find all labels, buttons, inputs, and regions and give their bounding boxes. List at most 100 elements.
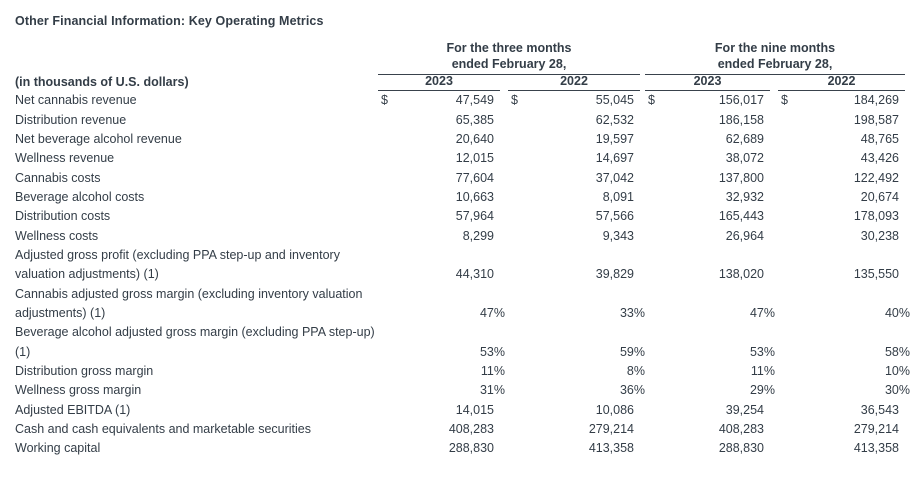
value-cell: 279,214: [508, 420, 640, 439]
value-cell: $47,549: [378, 91, 500, 110]
value-text: 178,093: [853, 209, 899, 224]
value-cell: 135,550: [778, 265, 905, 284]
value-text: 36%: [619, 383, 645, 398]
value-cell: 10,086: [508, 401, 640, 420]
value-cell: 26,964: [645, 227, 770, 246]
value-cell: 408,283: [378, 420, 500, 439]
table-row: Working capital 288,830 413,358 288,830 413,…: [15, 439, 905, 458]
value-cell: 30%: [778, 381, 910, 400]
value-cell: 57,566: [508, 207, 640, 226]
value-text: 408,283: [718, 422, 764, 437]
value-text: 77,604: [455, 170, 494, 185]
row-label: Net cannabis revenue: [15, 93, 137, 108]
value-text: 65,385: [455, 112, 494, 127]
value-cell: 14,015: [378, 401, 500, 420]
table-row: Cash and cash equivalents and marketable…: [15, 420, 905, 439]
value-cell: 31%: [378, 381, 505, 400]
value-text: 137,800: [718, 170, 764, 185]
value-text: 20,640: [455, 131, 494, 146]
report-page: Other Financial Information: Key Operati…: [15, 14, 910, 458]
row-label: Wellness costs: [15, 228, 99, 243]
value-cell: 279,214: [778, 420, 905, 439]
value-cell: 53%: [645, 343, 775, 362]
column-group-three-months-line2: ended February 28,: [378, 57, 640, 75]
table-row: Net beverage alcohol revenue 20,640 19,597…: [15, 130, 905, 149]
value-text: 26,964: [725, 228, 764, 243]
value-cell: 413,358: [778, 439, 905, 458]
value-text: 8,299: [462, 228, 494, 243]
row-label: Wellness revenue: [15, 151, 115, 166]
value-cell: 288,830: [378, 439, 500, 458]
value-cell: 122,492: [778, 169, 905, 188]
currency-symbol: $: [381, 93, 388, 108]
row-label: Beverage alcohol costs: [15, 190, 145, 205]
row-label: Adjusted gross profit (excluding PPA ste…: [15, 248, 340, 282]
value-cell: 11%: [645, 362, 775, 381]
value-cell: 20,674: [778, 188, 905, 207]
value-text: 62,689: [725, 131, 764, 146]
value-text: 279,214: [853, 422, 899, 437]
value-text: 39,829: [595, 267, 634, 282]
value-cell: 12,015: [378, 149, 500, 168]
value-text: 55,045: [595, 93, 634, 108]
value-text: 29%: [749, 383, 775, 398]
value-text: 12,015: [455, 151, 494, 166]
value-cell: 47%: [645, 304, 775, 323]
value-cell: 62,689: [645, 130, 770, 149]
value-text: 138,020: [718, 267, 764, 282]
value-cell: 32,932: [645, 188, 770, 207]
currency-symbol: $: [648, 93, 655, 108]
table-row: Distribution gross margin 11% 8% 11% 10%: [15, 362, 910, 381]
value-cell: 165,443: [645, 207, 770, 226]
value-text: 413,358: [853, 441, 899, 456]
value-text: 10%: [884, 364, 910, 379]
value-text: 30%: [884, 383, 910, 398]
value-text: 184,269: [853, 93, 899, 108]
value-cell: 178,093: [778, 207, 905, 226]
value-cell: $184,269: [778, 91, 905, 110]
value-text: 122,492: [853, 170, 899, 185]
table-row: Beverage alcohol costs 10,663 8,091 32,932 2…: [15, 188, 905, 207]
value-text: 156,017: [718, 93, 764, 108]
value-cell: 10,663: [378, 188, 500, 207]
value-text: 43,426: [860, 151, 899, 166]
table-row: Net cannabis revenue $47,549 $55,045 $156,0…: [15, 91, 905, 110]
value-text: 186,158: [718, 112, 764, 127]
value-text: 14,015: [455, 402, 494, 417]
table-row: Adjusted EBITDA (1) 14,015 10,086 39,254 36,…: [15, 401, 905, 420]
value-text: 288,830: [718, 441, 764, 456]
value-text: 288,830: [448, 441, 494, 456]
value-text: 48,765: [860, 131, 899, 146]
table-row: Beverage alcohol adjusted gross margin (…: [15, 323, 910, 362]
value-text: 9,343: [602, 228, 634, 243]
value-text: 10,086: [595, 402, 634, 417]
value-cell: 77,604: [378, 169, 500, 188]
table-header: For the three months For the nine months…: [15, 38, 905, 92]
value-text: 47%: [479, 306, 505, 321]
currency-symbol: $: [511, 93, 518, 108]
value-text: 19,597: [595, 131, 634, 146]
value-cell: 408,283: [645, 420, 770, 439]
value-cell: 8,299: [378, 227, 500, 246]
value-cell: 30,238: [778, 227, 905, 246]
unit-note: (in thousands of U.S. dollars): [15, 75, 189, 90]
column-header-nine-months-2022: 2022: [778, 75, 905, 92]
value-text: 47,549: [455, 93, 494, 108]
table-row: Distribution costs 57,964 57,566 165,443 178…: [15, 207, 905, 226]
table-row: Adjusted gross profit (excluding PPA ste…: [15, 246, 905, 285]
value-cell: 48,765: [778, 130, 905, 149]
value-cell: 14,697: [508, 149, 640, 168]
value-text: 47%: [749, 306, 775, 321]
value-cell: 58%: [778, 343, 910, 362]
row-label: Distribution revenue: [15, 112, 127, 127]
value-cell: 47%: [378, 304, 505, 323]
value-cell: $156,017: [645, 91, 770, 110]
table-row: Wellness gross margin 31% 36% 29% 30%: [15, 381, 910, 400]
value-cell: 186,158: [645, 111, 770, 130]
row-label: Cannabis costs: [15, 170, 101, 185]
value-text: 40%: [884, 306, 910, 321]
value-cell: 53%: [378, 343, 505, 362]
value-cell: 29%: [645, 381, 775, 400]
value-cell: 33%: [508, 304, 645, 323]
value-text: 57,566: [595, 209, 634, 224]
